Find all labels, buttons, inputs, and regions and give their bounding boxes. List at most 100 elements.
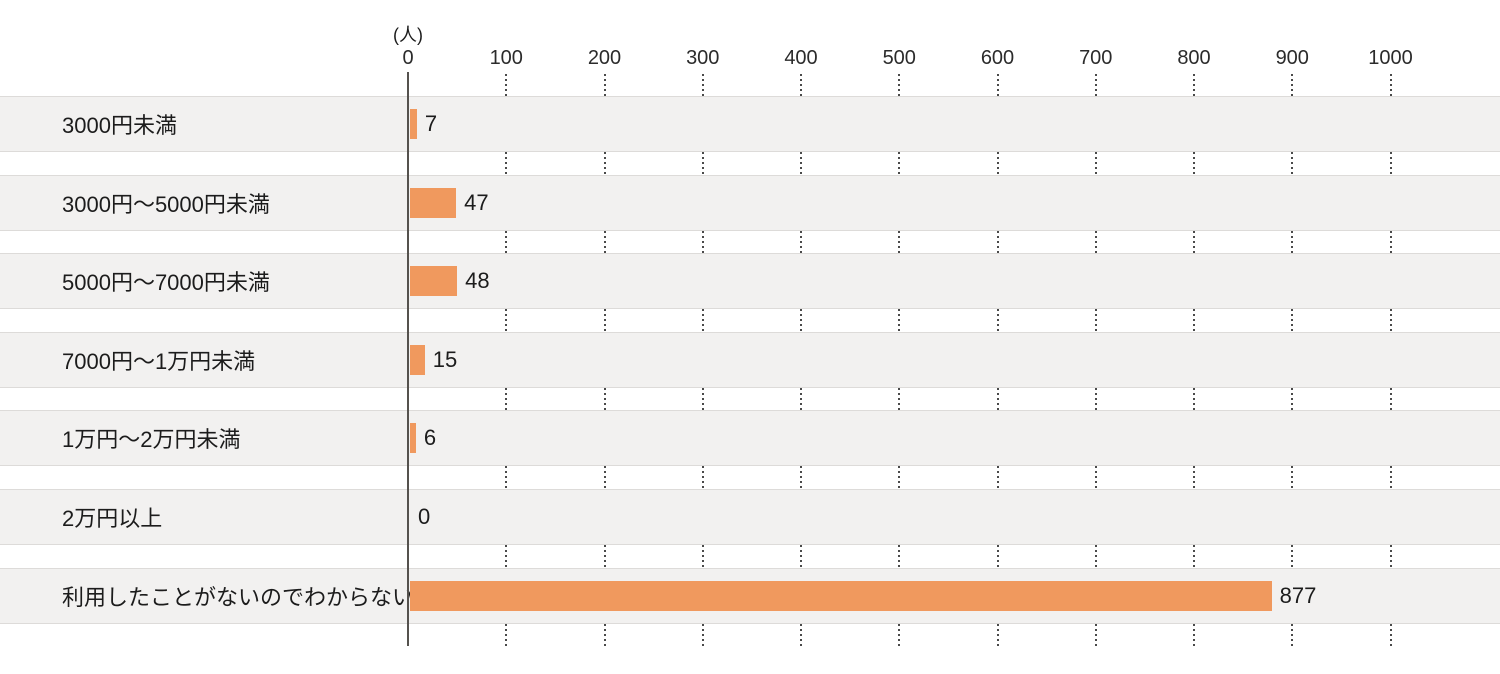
dotted-gridline-segment: [898, 152, 901, 175]
dotted-gridline-segment: [701, 545, 704, 568]
dotted-gridline-segment: [1094, 545, 1097, 568]
dotted-gridline-segment: [1193, 466, 1195, 489]
dotted-gridline-segment: [800, 74, 802, 96]
dotted-gridline-segment: [505, 152, 508, 175]
bar: [410, 580, 1272, 611]
dotted-gridline-segment: [800, 545, 802, 568]
value-label: 48: [465, 268, 490, 294]
bar: [410, 187, 457, 218]
dotted-gridline-segment: [1094, 387, 1097, 411]
dotted-gridline-segment: [1094, 74, 1097, 96]
x-tick-label: 300: [686, 47, 720, 69]
dotted-gridline-segment: [1291, 74, 1294, 96]
dotted-gridline-segment: [996, 623, 999, 647]
dotted-gridline-segment: [898, 387, 901, 411]
dotted-gridline-segment: [898, 623, 901, 647]
dotted-gridline-segment: [701, 387, 704, 411]
dotted-gridline-segment: [898, 309, 901, 332]
dotted-gridline-segment: [505, 309, 508, 332]
dotted-gridline-segment: [996, 230, 999, 254]
dotted-gridline-segment: [898, 74, 901, 96]
dotted-gridline-segment: [701, 230, 704, 254]
dotted-gridline-segment: [505, 74, 508, 96]
dotted-gridline-segment: [701, 623, 704, 647]
dotted-gridline-segment: [505, 545, 508, 568]
dotted-gridline-segment: [800, 387, 802, 411]
dotted-gridline-segment: [505, 230, 508, 254]
value-label: 0: [418, 504, 431, 529]
dotted-gridline-segment: [996, 309, 999, 332]
chart-row-band: 3000円未満 7: [0, 96, 1500, 152]
dotted-gridline-segment: [701, 466, 704, 489]
category-label: 7000円〜1万円未満: [62, 348, 256, 374]
dotted-gridline-segment: [1389, 545, 1392, 568]
chart-row-band: 3000円〜5000円未満 47: [0, 174, 1500, 231]
x-tick-label: 0: [402, 47, 414, 69]
chart-row-band: 7000円〜1万円未満 15: [0, 331, 1500, 388]
dotted-gridline-segment: [603, 152, 606, 175]
dotted-gridline-segment: [898, 466, 901, 489]
dotted-gridline-segment: [603, 387, 606, 411]
dotted-gridline-segment: [1094, 309, 1097, 332]
dotted-gridline-segment: [701, 309, 704, 332]
bar: [410, 109, 417, 139]
dotted-gridline-segment: [996, 152, 999, 175]
dotted-gridline-segment: [1094, 152, 1097, 175]
value-label: 7: [424, 111, 438, 136]
x-tick-label: 100: [489, 47, 523, 69]
chart-row-band: 利用したことがないのでわからない 877: [0, 567, 1500, 624]
category-label: 2万円以上: [62, 506, 163, 531]
chart-row-band: 5000円〜7000円未満 48: [0, 253, 1500, 310]
dotted-gridline-segment: [996, 545, 999, 568]
category-label: 1万円〜2万円未満: [62, 427, 241, 453]
dotted-gridline-segment: [1193, 545, 1195, 568]
dotted-gridline-segment: [1193, 230, 1195, 254]
value-label: 47: [464, 189, 489, 215]
dotted-gridline-segment: [1389, 230, 1392, 254]
dotted-gridline-segment: [603, 466, 606, 489]
category-label: 5000円〜7000円未満: [62, 270, 270, 296]
dotted-gridline-segment: [800, 623, 802, 647]
dotted-gridline-segment: [603, 623, 606, 647]
dotted-gridline-segment: [701, 74, 704, 96]
zero-axis-line: [407, 72, 409, 647]
dotted-gridline-segment: [1193, 152, 1195, 175]
dotted-gridline-segment: [1389, 74, 1392, 96]
dotted-gridline-segment: [505, 623, 508, 647]
dotted-gridline-segment: [1094, 230, 1097, 254]
x-tick-label: 900: [1275, 47, 1309, 69]
bar: [410, 423, 416, 454]
bar: [410, 266, 458, 297]
dotted-gridline-segment: [800, 466, 802, 489]
dotted-gridline-segment: [1389, 387, 1392, 411]
dotted-gridline-segment: [898, 545, 901, 568]
dotted-gridline-segment: [603, 74, 606, 96]
dotted-gridline-segment: [800, 230, 802, 254]
x-tick-label: 200: [587, 47, 622, 69]
dotted-gridline-segment: [1291, 152, 1294, 175]
dotted-gridline-segment: [996, 74, 999, 96]
dotted-gridline-segment: [1291, 623, 1294, 647]
dotted-gridline-segment: [800, 152, 802, 175]
chart-row-band: 1万円〜2万円未満 6: [0, 410, 1500, 467]
x-tick-label: 800: [1177, 47, 1211, 69]
value-label: 6: [423, 425, 437, 451]
x-tick-label: 600: [980, 47, 1015, 69]
dotted-gridline-segment: [1389, 623, 1392, 647]
dotted-gridline-segment: [603, 545, 606, 568]
category-label: 利用したことがないのでわからない: [62, 584, 415, 610]
dotted-gridline-segment: [505, 466, 508, 489]
dotted-gridline-segment: [996, 387, 999, 411]
dotted-gridline-segment: [996, 466, 999, 489]
dotted-gridline-segment: [898, 230, 901, 254]
dotted-gridline-segment: [603, 309, 606, 332]
category-label: 3000円〜5000円未満: [62, 191, 270, 217]
dotted-gridline-segment: [1291, 309, 1294, 332]
dotted-gridline-segment: [1291, 387, 1294, 411]
x-tick-label: 1000: [1368, 47, 1413, 69]
dotted-gridline-segment: [1389, 309, 1392, 332]
dotted-gridline-segment: [1389, 152, 1392, 175]
dotted-gridline-segment: [800, 309, 802, 332]
x-tick-label: 700: [1079, 47, 1113, 69]
